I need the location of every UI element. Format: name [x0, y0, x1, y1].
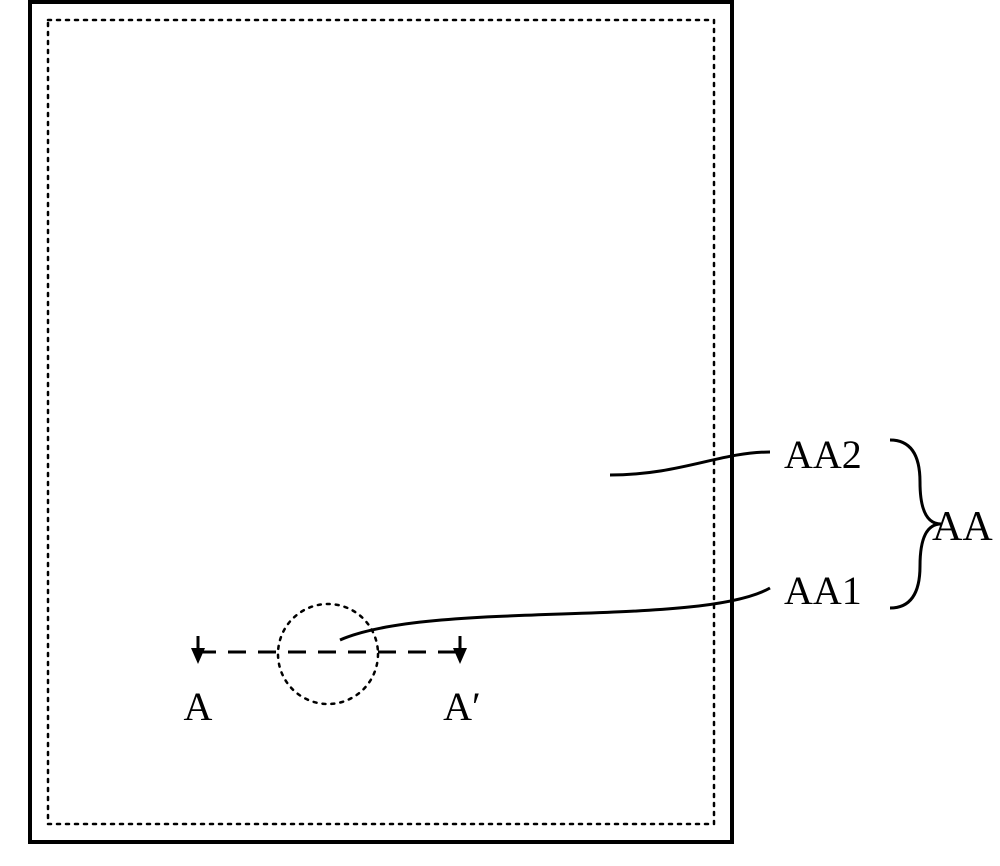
label-a: A	[184, 684, 213, 729]
arrow-head	[191, 648, 205, 664]
arrow-head	[453, 648, 467, 664]
leader-line-aa2	[610, 452, 770, 475]
detail-circle-dotted	[278, 604, 378, 704]
section-arrow-left	[191, 636, 205, 664]
label-aa1: AA1	[784, 568, 862, 613]
label-a-prime: A′	[443, 684, 481, 729]
label-aa2: AA2	[784, 432, 862, 477]
leader-line-aa1	[340, 588, 770, 640]
inner-frame-dotted	[48, 20, 714, 824]
section-arrow-right	[453, 636, 467, 664]
label-aa: AA	[932, 504, 993, 550]
outer-frame	[30, 2, 732, 842]
